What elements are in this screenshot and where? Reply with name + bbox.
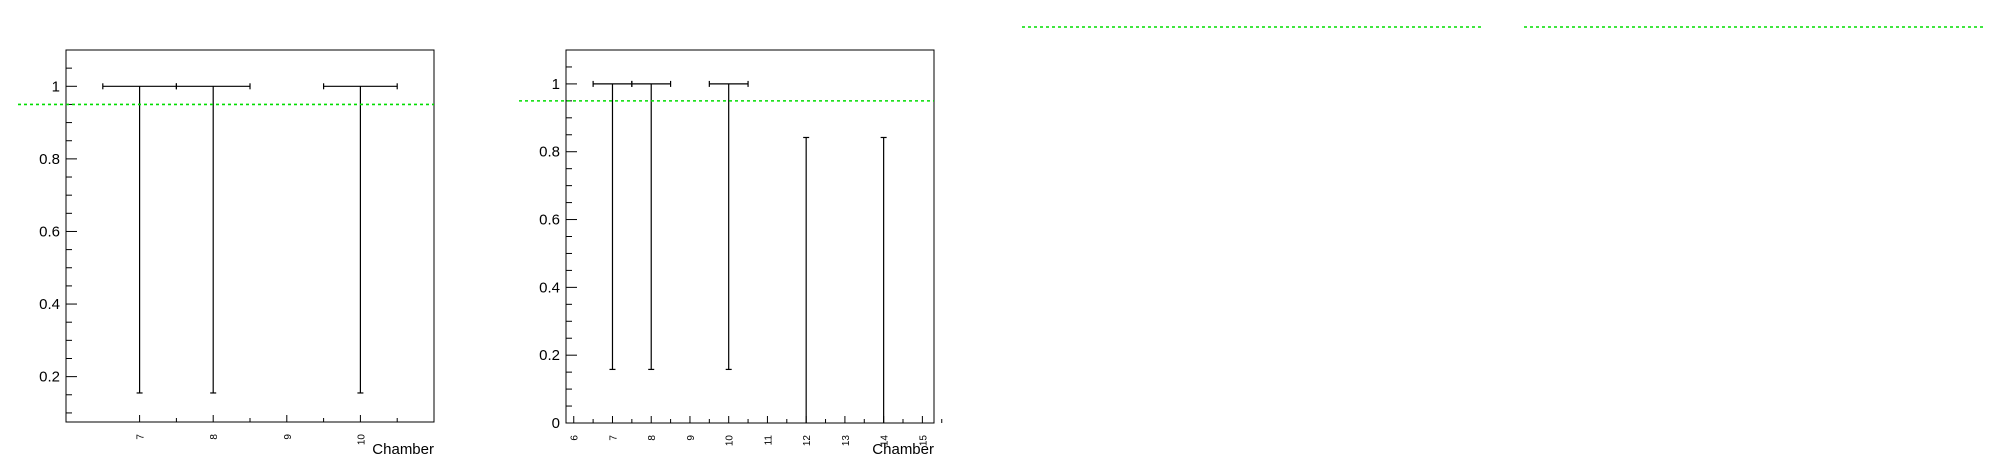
y-tick-label: 1 bbox=[552, 76, 560, 93]
axis-ticks: 0 0.2 0.4 0.6 0.8 1 6 7 8 9 10 11 12 13 14 15 bbox=[539, 49, 943, 447]
y-tick-label: 0.4 bbox=[539, 279, 560, 296]
y-tick-label: 0.2 bbox=[39, 369, 60, 386]
x-tick-label: 12 bbox=[802, 435, 813, 447]
x-tick-label: 10 bbox=[725, 435, 736, 447]
x-tick-label: 15 bbox=[918, 435, 929, 447]
x-tick-label: 14 bbox=[880, 435, 891, 447]
data-marks bbox=[102, 83, 398, 394]
y-tick-label: 0.8 bbox=[539, 144, 560, 161]
x-tick-label: 6 bbox=[570, 435, 581, 441]
plot-frame bbox=[565, 49, 935, 424]
x-tick-label: 7 bbox=[136, 434, 147, 440]
chart-panel-1: 0.2 0.4 0.6 0.8 1 7 8 9 10 Chamber bbox=[18, 49, 435, 458]
plot-frame bbox=[65, 49, 435, 423]
x-tick-label: 9 bbox=[686, 435, 697, 441]
chart-panel-2: 0 0.2 0.4 0.6 0.8 1 6 7 8 9 10 11 12 13 14 15 Chamber bbox=[519, 49, 943, 458]
x-axis-title: Chamber bbox=[372, 441, 434, 458]
y-tick-label: 0.4 bbox=[39, 296, 60, 313]
y-tick-label: 1 bbox=[52, 78, 60, 95]
y-tick-label: 0.2 bbox=[539, 347, 560, 364]
x-tick-label: 11 bbox=[763, 435, 774, 446]
x-tick-label: 10 bbox=[356, 434, 367, 446]
y-tick-label: 0.6 bbox=[539, 212, 560, 229]
x-tick-label: 13 bbox=[841, 435, 852, 447]
x-tick-label: 8 bbox=[647, 435, 658, 441]
x-tick-label: 8 bbox=[209, 434, 220, 440]
x-tick-label: 7 bbox=[608, 435, 619, 441]
data-marks bbox=[592, 80, 887, 423]
x-tick-label: 9 bbox=[283, 434, 294, 440]
y-tick-label: 0.8 bbox=[39, 151, 60, 168]
y-tick-label: 0 bbox=[552, 415, 560, 432]
x-axis-title: Chamber bbox=[872, 441, 934, 458]
axis-ticks: 0.2 0.4 0.6 0.8 1 7 8 9 10 bbox=[39, 49, 398, 446]
y-tick-label: 0.6 bbox=[39, 223, 60, 240]
